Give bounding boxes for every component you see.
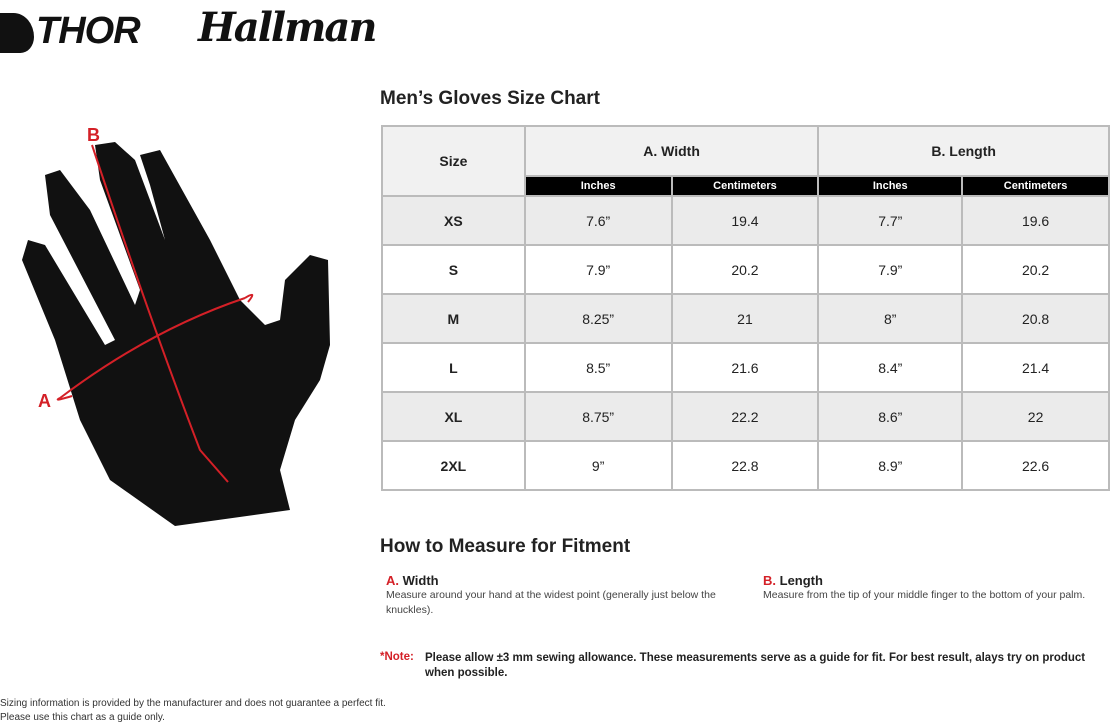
length-desc: Measure from the tip of your middle fing…: [763, 589, 1086, 601]
width-measure-line: [59, 297, 246, 399]
table-row: 2XL 9” 22.8 8.9” 22.6: [381, 440, 1110, 491]
footer-line: Sizing information is provided by the ma…: [0, 698, 386, 709]
value-cell: 8.5”: [523, 342, 673, 393]
width-arrow-loop: [56, 293, 254, 401]
hand-diagram: A B: [22, 125, 330, 526]
length-name: Length: [779, 573, 823, 588]
value-cell: 9”: [523, 440, 673, 491]
size-cell: XS: [381, 195, 526, 246]
size-cell: S: [381, 244, 526, 295]
value-cell: 8.4”: [817, 342, 964, 393]
value-cell: 20.2: [670, 244, 820, 295]
size-chart-title: Men’s Gloves Size Chart: [380, 88, 600, 109]
table-row: XL 8.75” 22.2 8.6” 22: [381, 391, 1110, 442]
measure-title: How to Measure for Fitment: [380, 536, 631, 557]
length-header: B. Length: [817, 125, 1110, 177]
thor-logo-text: THOR: [36, 10, 141, 52]
length-instruction: B. Length Measure from the tip of your m…: [763, 573, 1108, 603]
value-cell: 21: [670, 293, 820, 344]
label-a: A: [38, 391, 51, 411]
width-name: Width: [402, 573, 439, 588]
unit-header: Inches: [523, 175, 673, 197]
footer-disclaimer: Sizing information is provided by the ma…: [0, 697, 386, 725]
size-header: Size: [381, 125, 526, 197]
value-cell: 7.7”: [817, 195, 964, 246]
value-cell: 21.4: [961, 342, 1110, 393]
unit-header: Centimeters: [670, 175, 820, 197]
unit-header: Centimeters: [961, 175, 1110, 197]
value-cell: 7.6”: [523, 195, 673, 246]
value-cell: 22.8: [670, 440, 820, 491]
thor-hammer-icon: [0, 12, 34, 53]
table-row: S 7.9” 20.2 7.9” 20.2: [381, 244, 1110, 295]
value-cell: 21.6: [670, 342, 820, 393]
value-cell: 19.4: [670, 195, 820, 246]
value-cell: 20.2: [961, 244, 1110, 295]
hallman-logo: Hallman: [198, 4, 377, 51]
size-cell: M: [381, 293, 526, 344]
value-cell: 20.8: [961, 293, 1110, 344]
size-table: Size A. Width B. Length Inches Centimete…: [381, 125, 1110, 491]
value-cell: 8.6”: [817, 391, 964, 442]
width-instruction: A. Width Measure around your hand at the…: [386, 573, 746, 618]
hand-silhouette: [22, 142, 330, 526]
value-cell: 22.6: [961, 440, 1110, 491]
label-b: B: [87, 125, 100, 145]
length-letter: B.: [763, 573, 776, 588]
table-row: L 8.5” 21.6 8.4” 21.4: [381, 342, 1110, 393]
thor-logo: THOR: [0, 10, 141, 53]
note-label: *Note:: [380, 651, 414, 663]
size-cell: 2XL: [381, 440, 526, 491]
size-cell: L: [381, 342, 526, 393]
width-desc: Measure around your hand at the widest p…: [386, 589, 716, 616]
value-cell: 22: [961, 391, 1110, 442]
value-cell: 8.25”: [523, 293, 673, 344]
value-cell: 7.9”: [817, 244, 964, 295]
table-row: M 8.25” 21 8” 20.8: [381, 293, 1110, 344]
note-text: Please allow ±3 mm sewing allowance. The…: [425, 652, 1086, 679]
width-header: A. Width: [523, 125, 820, 177]
length-measure-line: [91, 144, 229, 483]
value-cell: 19.6: [961, 195, 1110, 246]
value-cell: 8.75”: [523, 391, 673, 442]
footer-line: Please use this chart as a guide only.: [0, 712, 165, 723]
width-letter: A.: [386, 573, 399, 588]
value-cell: 8.9”: [817, 440, 964, 491]
unit-header: Inches: [817, 175, 964, 197]
value-cell: 22.2: [670, 391, 820, 442]
value-cell: 8”: [817, 293, 964, 344]
size-cell: XL: [381, 391, 526, 442]
value-cell: 7.9”: [523, 244, 673, 295]
table-row: XS 7.6” 19.4 7.7” 19.6: [381, 195, 1110, 246]
